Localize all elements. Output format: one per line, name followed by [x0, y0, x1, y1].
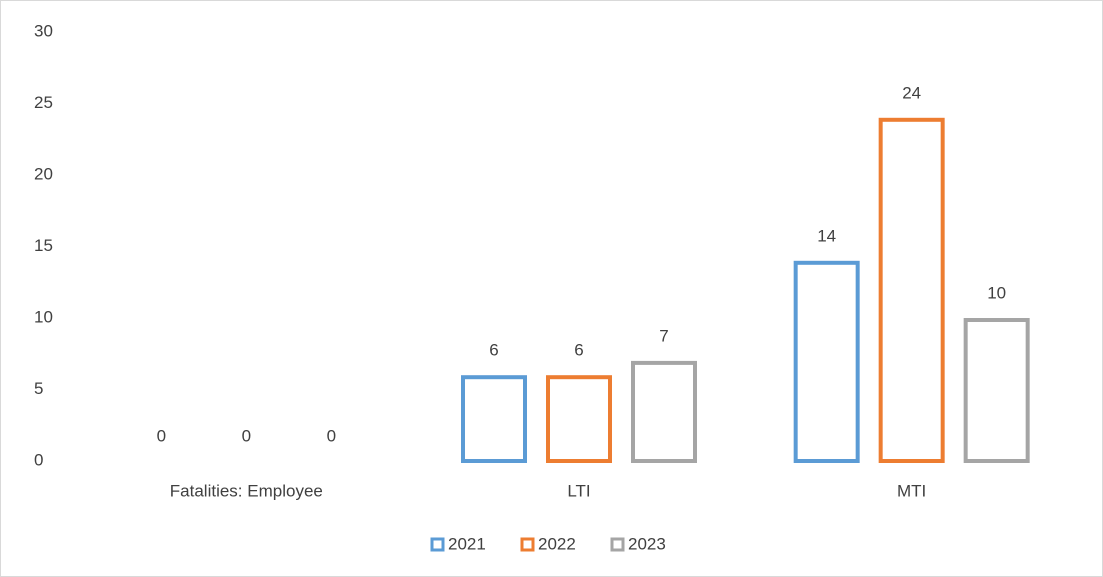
y-tick-label: 15 [34, 236, 53, 255]
x-tick-label: Fatalities: Employee [170, 481, 323, 500]
data-label: 24 [902, 83, 921, 102]
bar [878, 117, 945, 464]
data-label: 10 [987, 283, 1006, 302]
bar [546, 375, 612, 464]
data-label: 6 [574, 341, 583, 360]
data-label: 0 [157, 426, 166, 445]
x-tick-label: MTI [897, 481, 926, 500]
x-tick-label: LTI [567, 481, 590, 500]
y-tick-label: 10 [34, 307, 53, 326]
y-tick-label: 5 [34, 379, 43, 398]
legend-label: 2022 [538, 534, 576, 553]
y-tick-label: 25 [34, 93, 53, 112]
data-label: 0 [242, 426, 251, 445]
legend-label: 2023 [628, 534, 666, 553]
legend-swatch [430, 537, 445, 552]
legend-label: 2021 [448, 534, 486, 553]
data-label: 6 [489, 341, 498, 360]
y-tick-label: 20 [34, 164, 53, 183]
data-label: 14 [817, 226, 836, 245]
y-tick-label: 0 [34, 450, 43, 469]
data-label: 7 [659, 326, 668, 345]
bar [631, 360, 697, 463]
data-label: 0 [327, 426, 336, 445]
legend-swatch [520, 537, 535, 552]
legend-swatch [610, 537, 625, 552]
y-tick-label: 30 [34, 21, 53, 40]
bar [461, 375, 527, 464]
bar [963, 318, 1030, 463]
bar [793, 260, 860, 463]
